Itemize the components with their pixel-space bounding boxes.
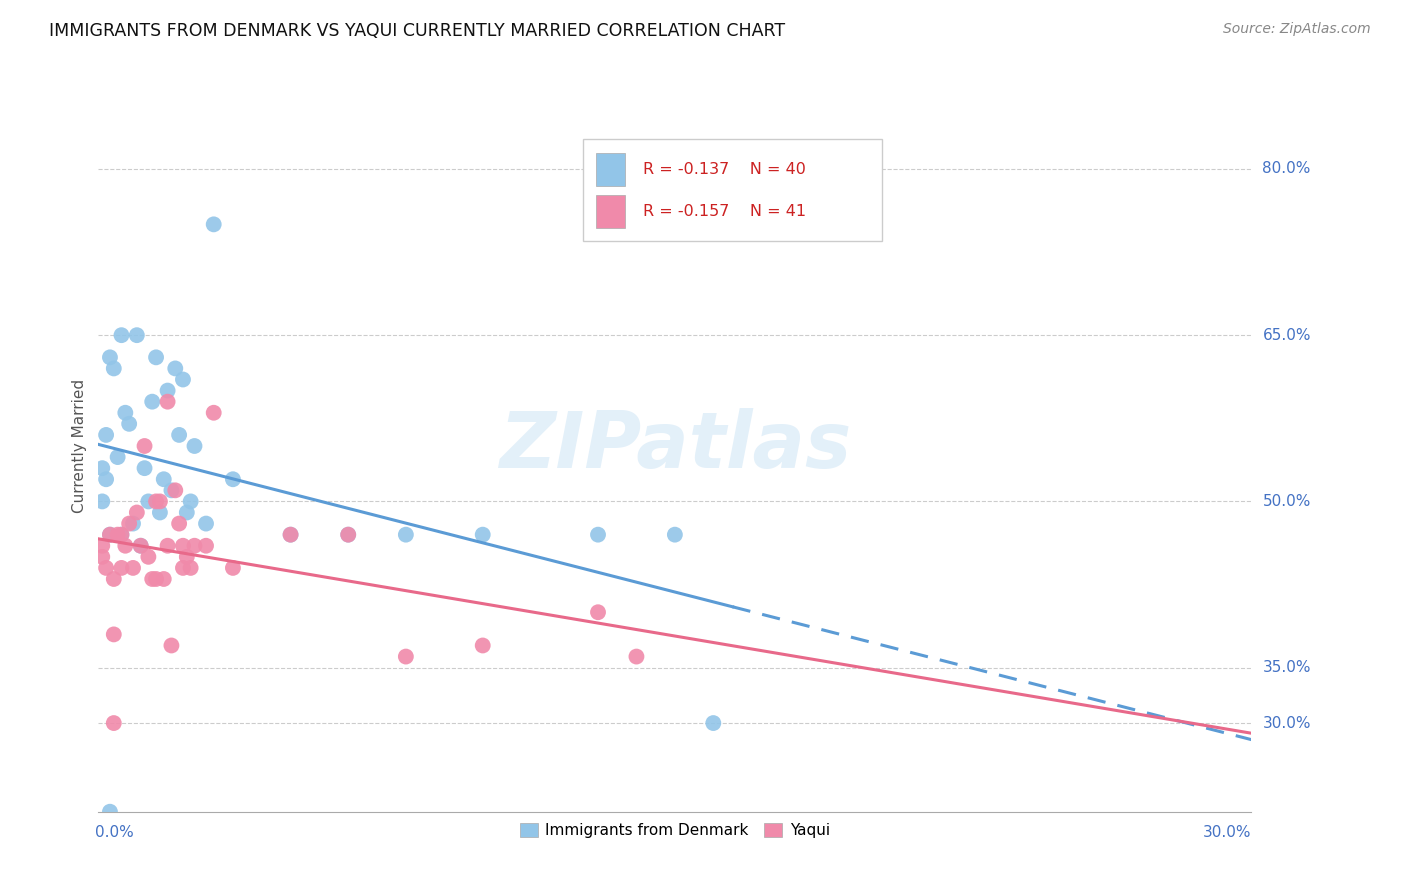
Point (172, 561, 194, 575)
Point (471, 639, 494, 653)
Point (195, 516, 218, 531)
Point (152, 572, 174, 586)
Point (702, 716, 724, 731)
Point (103, 716, 125, 731)
Point (280, 527, 302, 541)
Text: 80.0%: 80.0% (1263, 161, 1310, 177)
Point (110, 527, 132, 541)
Point (98, 527, 121, 541)
Point (222, 472, 245, 486)
Point (114, 539, 136, 553)
Point (134, 461, 156, 475)
Text: IMMIGRANTS FROM DENMARK VS YAQUI CURRENTLY MARRIED CORRELATION CHART: IMMIGRANTS FROM DENMARK VS YAQUI CURRENT… (49, 22, 786, 40)
Point (176, 549, 198, 564)
Point (114, 406, 136, 420)
FancyBboxPatch shape (596, 195, 626, 228)
Point (395, 649, 418, 664)
Point (91, 461, 114, 475)
Point (149, 494, 172, 508)
Point (145, 494, 167, 508)
Text: ZIPatlas: ZIPatlas (499, 408, 851, 484)
Point (664, 527, 686, 541)
Point (94, 561, 117, 575)
Point (98, 351, 121, 365)
Point (91, 539, 114, 553)
Point (107, 527, 129, 541)
Point (167, 516, 190, 531)
Legend: Immigrants from Denmark, Yaqui: Immigrants from Denmark, Yaqui (513, 817, 837, 845)
Point (172, 372, 194, 386)
Point (110, 527, 132, 541)
Point (98, 805, 121, 819)
Point (337, 527, 360, 541)
Text: 50.0%: 50.0% (1263, 494, 1310, 509)
Point (125, 506, 148, 520)
Point (202, 218, 225, 232)
Point (202, 406, 225, 420)
Point (94, 428, 117, 442)
Point (152, 472, 174, 486)
Point (195, 539, 218, 553)
Point (183, 539, 205, 553)
Point (134, 439, 156, 453)
Point (141, 572, 163, 586)
Point (103, 627, 125, 641)
Point (107, 450, 129, 464)
Point (222, 561, 245, 575)
Text: R = -0.137    N = 40: R = -0.137 N = 40 (643, 162, 806, 178)
Point (167, 428, 190, 442)
Point (180, 561, 202, 575)
Point (141, 394, 163, 409)
Point (103, 361, 125, 376)
Point (118, 516, 141, 531)
Text: Source: ZipAtlas.com: Source: ZipAtlas.com (1223, 22, 1371, 37)
Point (165, 483, 187, 498)
Point (94, 472, 117, 486)
Point (165, 361, 187, 376)
Point (129, 539, 152, 553)
FancyBboxPatch shape (596, 153, 626, 186)
Text: R = -0.157    N = 41: R = -0.157 N = 41 (643, 204, 806, 219)
Point (156, 539, 179, 553)
Text: 30.0%: 30.0% (1263, 715, 1310, 731)
Point (145, 572, 167, 586)
Point (125, 328, 148, 343)
Point (138, 494, 160, 508)
Text: 0.0%: 0.0% (94, 825, 134, 840)
Point (145, 351, 167, 365)
Point (160, 483, 183, 498)
Point (91, 494, 114, 508)
Point (176, 506, 198, 520)
Point (586, 605, 609, 619)
Point (118, 417, 141, 431)
Y-axis label: Currently Married: Currently Married (72, 379, 87, 513)
Point (122, 561, 145, 575)
Point (103, 572, 125, 586)
Text: 65.0%: 65.0% (1263, 327, 1310, 343)
Point (156, 384, 179, 398)
Point (172, 539, 194, 553)
Point (183, 439, 205, 453)
Point (180, 494, 202, 508)
Point (110, 328, 132, 343)
Point (129, 539, 152, 553)
Point (337, 527, 360, 541)
Point (280, 527, 302, 541)
Text: 30.0%: 30.0% (1204, 825, 1251, 840)
Point (98, 527, 121, 541)
Point (160, 639, 183, 653)
FancyBboxPatch shape (582, 139, 883, 241)
Point (138, 549, 160, 564)
Point (395, 527, 418, 541)
Point (626, 649, 648, 664)
Point (91, 549, 114, 564)
Point (122, 516, 145, 531)
Point (110, 561, 132, 575)
Text: 35.0%: 35.0% (1263, 660, 1310, 675)
Point (149, 506, 172, 520)
Point (471, 527, 494, 541)
Point (586, 527, 609, 541)
Point (156, 394, 179, 409)
